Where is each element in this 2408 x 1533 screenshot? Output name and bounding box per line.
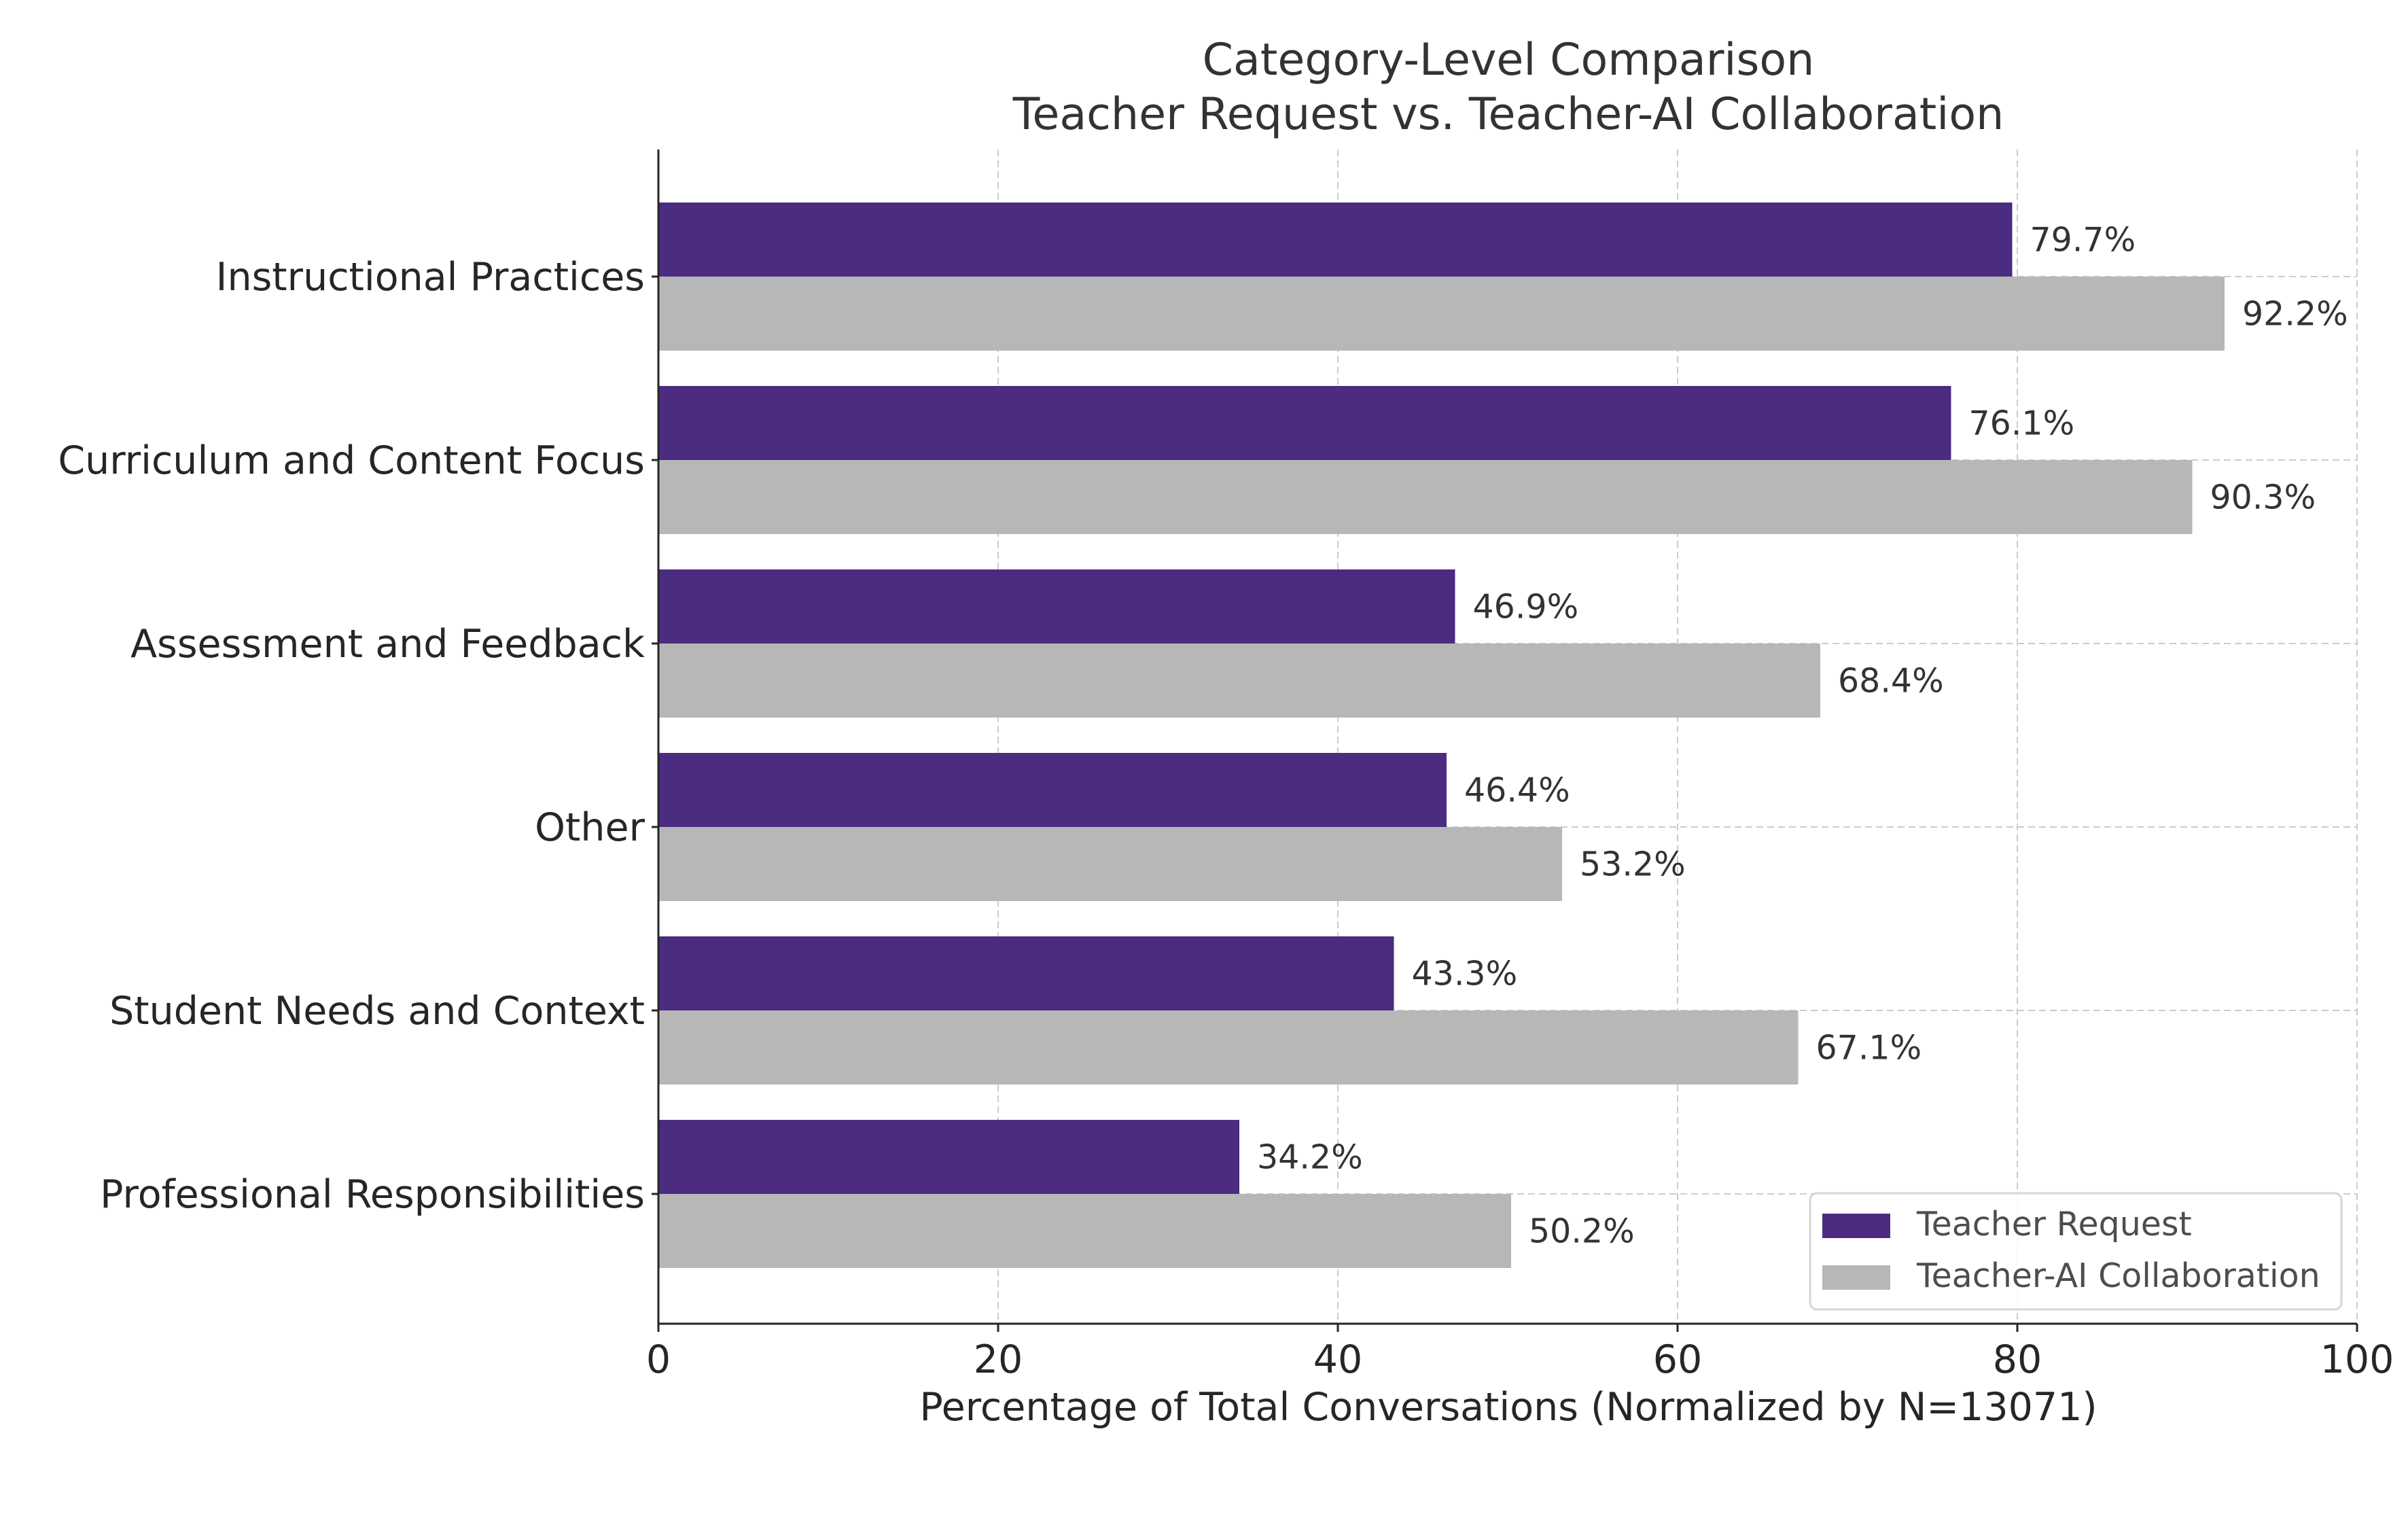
bar-teacher-request-4 xyxy=(658,936,1394,1010)
labels: 79.7% 92.2% Instructional Practices 76.1% 90… xyxy=(58,221,2394,1383)
value-label-0-4: 43.3% xyxy=(1412,955,1518,993)
x-axis-label: Percentage of Total Conversations (Norma… xyxy=(919,1385,2097,1430)
x-tick-label-100: 100 xyxy=(2320,1337,2394,1382)
axes xyxy=(652,149,2358,1332)
bar-teacher-ai-collaboration-4 xyxy=(658,1010,1799,1085)
bar-teacher-ai-collaboration-1 xyxy=(658,460,2193,534)
value-label-1-2: 68.4% xyxy=(1838,662,1944,701)
legend-label-0: Teacher Request xyxy=(1916,1205,2192,1244)
value-label-1-5: 50.2% xyxy=(1529,1212,1635,1251)
value-label-0-3: 46.4% xyxy=(1464,771,1570,810)
value-label-1-4: 67.1% xyxy=(1816,1029,1922,1068)
legend: Teacher Request Teacher-AI Collaboration xyxy=(1809,1192,2343,1311)
bar-teacher-ai-collaboration-0 xyxy=(658,277,2225,351)
category-label-3: Other xyxy=(535,805,645,850)
legend-swatch-0 xyxy=(1822,1214,1890,1238)
category-label-5: Professional Responsibilities xyxy=(100,1172,645,1217)
legend-swatch-1 xyxy=(1822,1265,1890,1290)
legend-label-1: Teacher-AI Collaboration xyxy=(1916,1256,2320,1295)
bars xyxy=(658,202,2225,1268)
bar-teacher-request-0 xyxy=(658,202,2013,277)
value-label-1-1: 90.3% xyxy=(2210,478,2316,517)
bar-teacher-request-3 xyxy=(658,753,1447,827)
category-label-1: Curriculum and Content Focus xyxy=(58,438,645,483)
bar-teacher-request-1 xyxy=(658,386,1951,460)
bar-teacher-request-2 xyxy=(658,569,1455,644)
category-label-4: Student Needs and Context xyxy=(109,989,645,1034)
value-label-0-1: 76.1% xyxy=(1969,404,2075,443)
bar-teacher-request-5 xyxy=(658,1120,1239,1194)
x-tick-label-0: 0 xyxy=(646,1337,671,1382)
bar-teacher-ai-collaboration-3 xyxy=(658,827,1562,901)
x-tick-label-80: 80 xyxy=(1993,1337,2042,1382)
value-label-0-2: 46.9% xyxy=(1473,588,1579,627)
category-label-2: Assessment and Feedback xyxy=(130,622,645,667)
value-label-1-3: 53.2% xyxy=(1580,845,1686,884)
bar-teacher-ai-collaboration-5 xyxy=(658,1194,1511,1268)
chart-subtitle: Teacher Request vs. Teacher-AI Collabora… xyxy=(1012,89,2004,140)
value-label-0-5: 34.2% xyxy=(1257,1138,1363,1177)
value-label-1-0: 92.2% xyxy=(2242,295,2348,334)
x-tick-label-40: 40 xyxy=(1313,1337,1363,1382)
x-tick-label-60: 60 xyxy=(1653,1337,1703,1382)
value-label-0-0: 79.7% xyxy=(2030,221,2136,260)
chart-title: Category-Level Comparison xyxy=(1203,35,1815,86)
bar-teacher-ai-collaboration-2 xyxy=(658,644,1820,718)
legend-box xyxy=(1809,1192,2343,1311)
x-tick-label-20: 20 xyxy=(974,1337,1023,1382)
category-label-0: Instructional Practices xyxy=(216,255,645,300)
